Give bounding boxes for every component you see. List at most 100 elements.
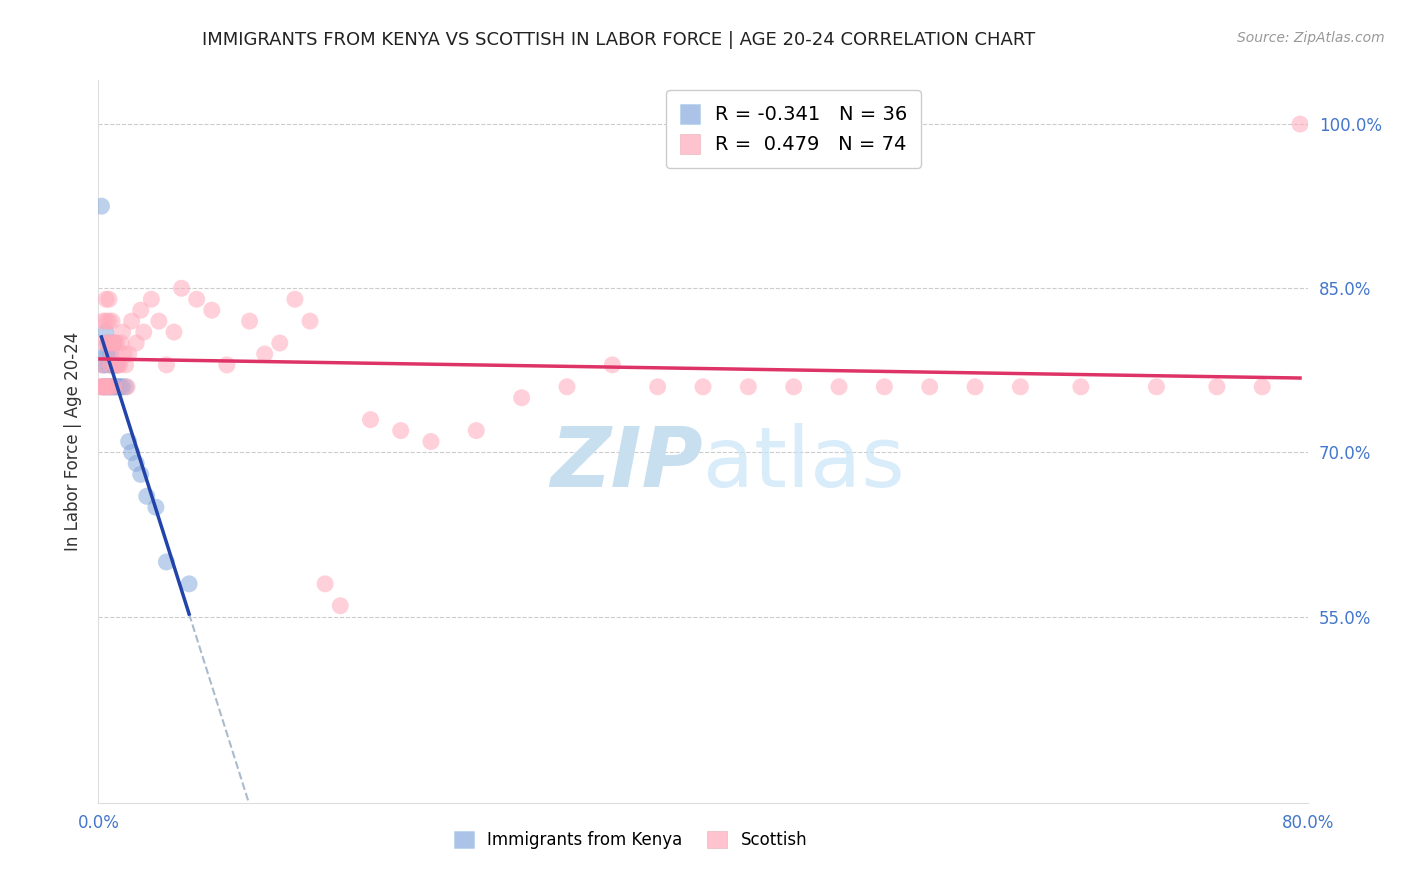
Point xyxy=(965,380,987,394)
Point xyxy=(918,380,941,394)
Point xyxy=(107,380,129,394)
Point xyxy=(101,314,124,328)
Point xyxy=(299,314,322,328)
Point xyxy=(98,292,121,306)
Point xyxy=(90,199,112,213)
Point xyxy=(121,445,143,459)
Point xyxy=(737,380,759,394)
Point xyxy=(155,358,177,372)
Text: Source: ZipAtlas.com: Source: ZipAtlas.com xyxy=(1237,31,1385,45)
Point xyxy=(1144,380,1167,394)
Point xyxy=(1206,380,1229,394)
Point xyxy=(873,380,896,394)
Point xyxy=(96,380,118,394)
Point xyxy=(163,325,186,339)
Point xyxy=(96,347,118,361)
Point xyxy=(103,336,125,351)
Point xyxy=(98,358,121,372)
Point xyxy=(110,336,132,351)
Point xyxy=(141,292,163,306)
Point xyxy=(96,336,118,351)
Point xyxy=(107,358,129,372)
Text: atlas: atlas xyxy=(703,423,904,504)
Point xyxy=(91,314,114,328)
Point xyxy=(269,336,291,351)
Point xyxy=(360,412,382,426)
Point xyxy=(96,336,118,351)
Point xyxy=(647,380,669,394)
Point xyxy=(108,380,131,394)
Y-axis label: In Labor Force | Age 20-24: In Labor Force | Age 20-24 xyxy=(63,332,82,551)
Point xyxy=(125,457,148,471)
Point xyxy=(101,380,124,394)
Point xyxy=(170,281,193,295)
Point xyxy=(201,303,224,318)
Point xyxy=(98,380,121,394)
Point xyxy=(96,380,118,394)
Point xyxy=(129,303,152,318)
Point xyxy=(145,500,167,515)
Point xyxy=(94,347,117,361)
Point xyxy=(692,380,714,394)
Point xyxy=(111,380,134,394)
Point xyxy=(555,380,578,394)
Point xyxy=(104,336,127,351)
Point xyxy=(93,380,115,394)
Point xyxy=(1251,380,1274,394)
Point xyxy=(100,358,122,372)
Point xyxy=(135,489,157,503)
Point xyxy=(115,380,138,394)
Point xyxy=(148,314,170,328)
Point xyxy=(186,292,208,306)
Point xyxy=(215,358,238,372)
Point xyxy=(105,336,128,351)
Point xyxy=(91,380,114,394)
Point xyxy=(103,380,125,394)
Point xyxy=(121,314,143,328)
Point xyxy=(129,467,152,482)
Point xyxy=(105,380,128,394)
Point xyxy=(94,314,117,328)
Point xyxy=(284,292,307,306)
Point xyxy=(253,347,276,361)
Point xyxy=(104,358,127,372)
Point xyxy=(1289,117,1312,131)
Point xyxy=(93,336,115,351)
Point xyxy=(118,434,141,449)
Point xyxy=(91,380,114,394)
Point xyxy=(125,336,148,351)
Point xyxy=(510,391,533,405)
Point xyxy=(602,358,624,372)
Point xyxy=(112,347,135,361)
Point xyxy=(100,380,122,394)
Text: ZIP: ZIP xyxy=(550,423,703,504)
Point xyxy=(93,380,115,394)
Point xyxy=(90,380,112,394)
Text: IMMIGRANTS FROM KENYA VS SCOTTISH IN LABOR FORCE | AGE 20-24 CORRELATION CHART: IMMIGRANTS FROM KENYA VS SCOTTISH IN LAB… xyxy=(202,31,1035,49)
Point xyxy=(155,555,177,569)
Point xyxy=(100,347,122,361)
Point xyxy=(132,325,155,339)
Point xyxy=(108,358,131,372)
Point xyxy=(101,347,124,361)
Point xyxy=(105,358,128,372)
Point xyxy=(93,358,115,372)
Point xyxy=(94,325,117,339)
Legend: Immigrants from Kenya, Scottish: Immigrants from Kenya, Scottish xyxy=(447,824,814,856)
Point xyxy=(103,358,125,372)
Point xyxy=(105,358,128,372)
Point xyxy=(329,599,352,613)
Point xyxy=(114,358,136,372)
Point xyxy=(239,314,262,328)
Point xyxy=(103,380,125,394)
Point xyxy=(420,434,443,449)
Point xyxy=(118,347,141,361)
Point xyxy=(100,336,122,351)
Point xyxy=(104,358,127,372)
Point xyxy=(389,424,412,438)
Point xyxy=(89,380,111,394)
Point xyxy=(98,314,121,328)
Point xyxy=(1010,380,1032,394)
Point xyxy=(1070,380,1092,394)
Point xyxy=(100,380,122,394)
